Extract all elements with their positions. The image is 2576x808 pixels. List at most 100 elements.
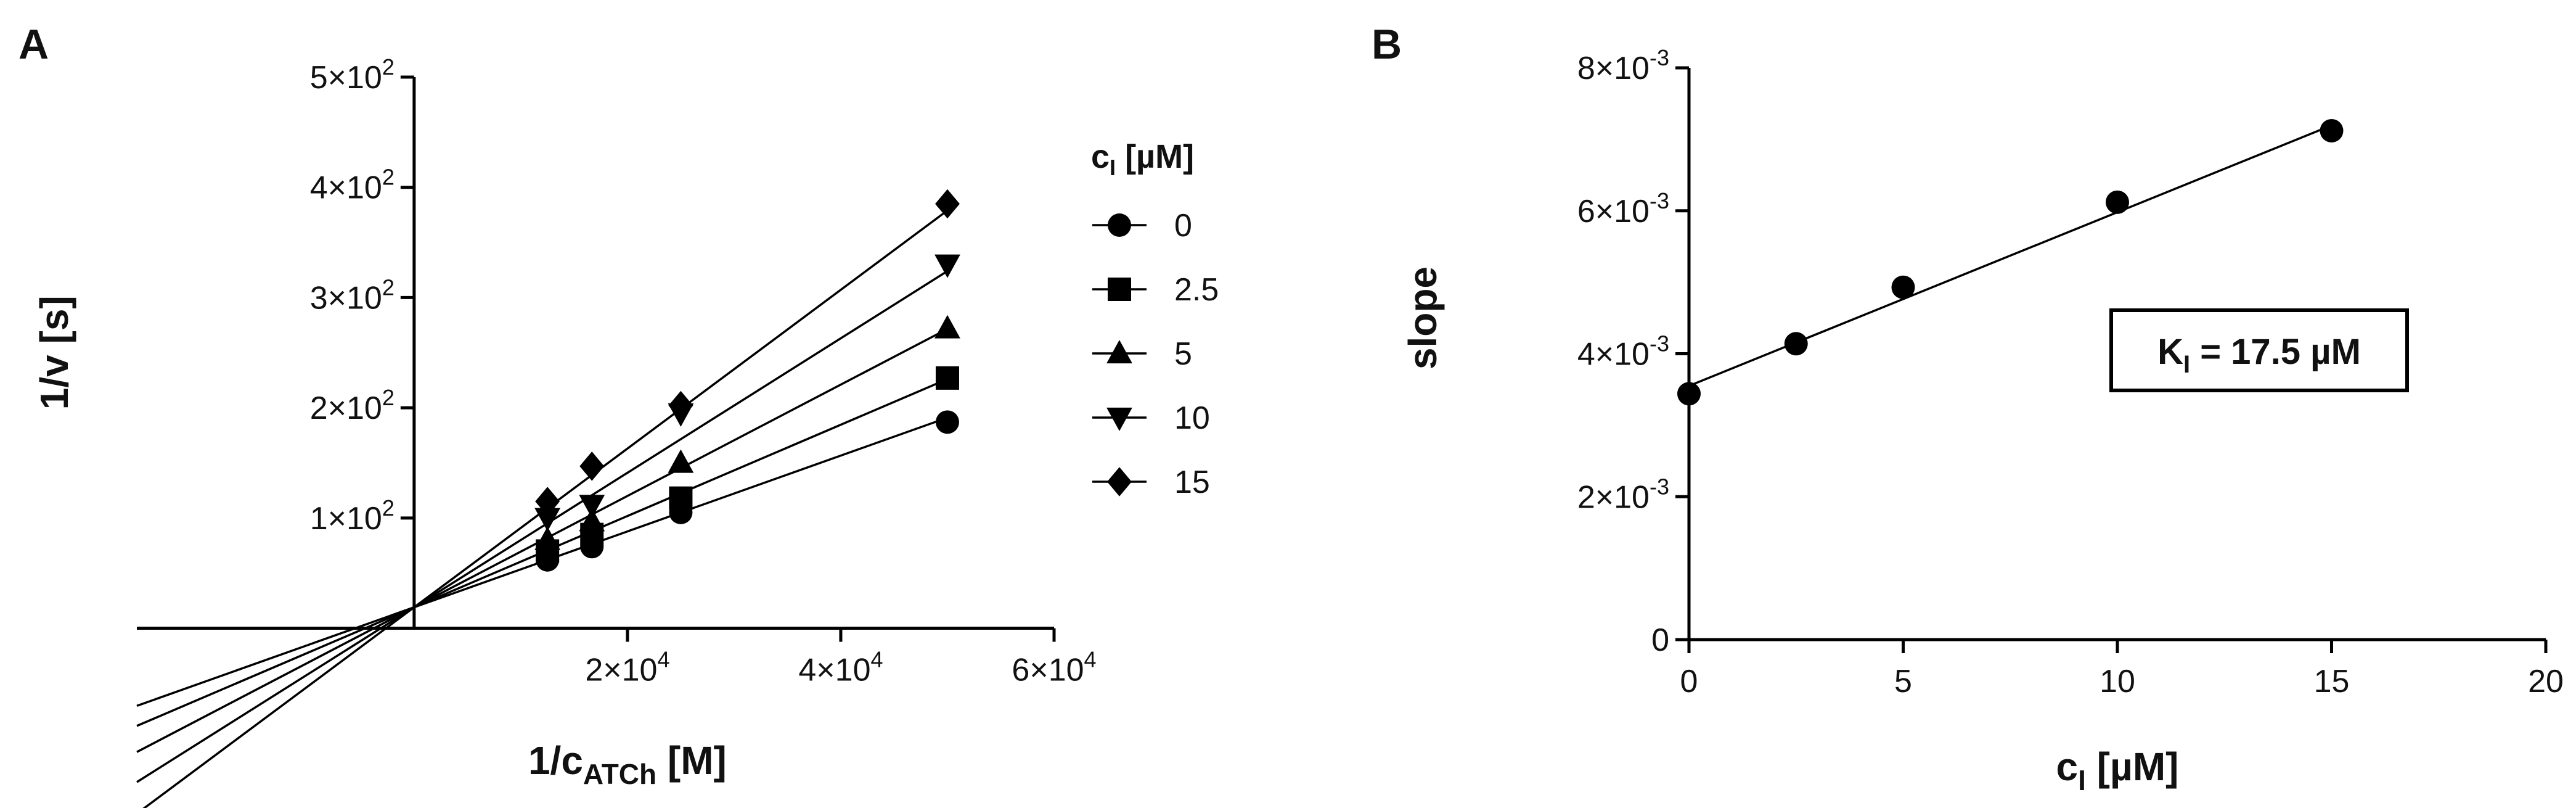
a-fit-line-3 [136, 270, 948, 783]
b-y-tick-label-4: 8×10-3 [1577, 45, 1669, 86]
a-data-points [534, 189, 960, 572]
b-data-points [1677, 118, 2344, 406]
a-legend-marker-3 [1106, 407, 1132, 431]
a-point-s1-2 [669, 486, 693, 510]
a-legend-marker-4 [1107, 467, 1132, 497]
a-y-tick-label-4-mantissa: 5×10 [310, 60, 382, 96]
a-x-tick-label-0-exponent: 4 [657, 647, 669, 672]
a-legend-title-unit: [µM] [1116, 138, 1194, 175]
b-x-tick-label-4: 20 [2528, 664, 2564, 699]
a-y-tick-label-3-mantissa: 4×10 [310, 170, 382, 206]
a-x-axis-title-unit: [M] [656, 738, 727, 783]
a-x-tick-label-1-exponent: 4 [871, 647, 883, 672]
b-x-tick-label-0: 0 [1680, 664, 1698, 699]
b-y-tick-label-1-mantissa: 2×10 [1577, 479, 1650, 515]
a-legend-title-main: c [1091, 138, 1110, 175]
a-point-s4-1 [579, 451, 605, 481]
a-y-tick-label-2-mantissa: 3×10 [310, 280, 382, 316]
b-y-tick-label-2-exponent: -3 [1650, 331, 1669, 357]
b-x-tick-label-2: 10 [2100, 664, 2135, 699]
b-ki-label: K [2157, 332, 2183, 372]
a-y-tick-label-0: 1×102 [310, 495, 395, 537]
b-y-tick-label-0-mantissa: 0 [1651, 622, 1669, 658]
b-ki-text: KI = 17.5 µM [2157, 332, 2361, 378]
b-x-axis-title-sub: I [2078, 764, 2086, 796]
b-ki-sub: I [2183, 351, 2190, 378]
a-x-axis-title-sub: ATCh [583, 758, 656, 790]
a-y-tick-label-1-mantissa: 2×10 [310, 390, 382, 426]
a-y-tick-label-1: 2×102 [310, 385, 395, 426]
a-legend: cI [µM] 0 2.5 5 10 15 [1091, 138, 1219, 500]
a-legend-title: cI [µM] [1091, 138, 1194, 180]
a-y-tick-label-0-exponent: 2 [382, 495, 395, 521]
a-legend-marker-0 [1108, 213, 1131, 237]
a-x-axis-title-main: 1/c [528, 738, 583, 783]
b-point-2 [1891, 275, 1915, 299]
b-ki-annotation: KI = 17.5 µM [2109, 308, 2409, 392]
b-point-4 [2320, 118, 2344, 142]
a-y-axis-title: 1/v [s] [32, 295, 76, 410]
b-x-axis-title: cI [µM] [2056, 744, 2179, 796]
a-y-tick-label-4: 5×102 [310, 54, 395, 96]
b-y-tick-label-0: 0 [1651, 622, 1669, 658]
a-point-s2-1 [579, 508, 605, 532]
a-y-tick-label-1-exponent: 2 [382, 385, 395, 410]
b-y-tick-label-4-exponent: -3 [1650, 45, 1669, 70]
b-y-tick-label-2-mantissa: 4×10 [1577, 337, 1650, 373]
a-point-s4-0 [535, 487, 560, 516]
b-axes: 02×10-34×10-36×10-38×10-30 5 10 15 20 [1577, 45, 2564, 699]
a-x-tick-label-0-mantissa: 2×10 [585, 653, 657, 688]
a-point-s4-3 [935, 189, 960, 219]
panel-letter-a: A [18, 21, 49, 68]
b-y-tick-label-4-mantissa: 8×10 [1577, 51, 1650, 86]
b-x-axis-title-unit: [µM] [2086, 744, 2179, 789]
a-x-tick-label-1: 4×104 [798, 647, 883, 688]
b-y-tick-label-3: 6×10-3 [1577, 188, 1669, 229]
a-point-s4-2 [668, 390, 693, 421]
a-point-s3-3 [934, 254, 960, 278]
a-point-s1-3 [935, 366, 959, 390]
a-x-axis-title: 1/cATCh [M] [528, 738, 727, 790]
panel-letter-b: B [1372, 21, 1402, 68]
a-legend-label-2: 5 [1174, 336, 1192, 372]
a-legend-marker-1 [1108, 278, 1131, 301]
a-y-tick-label-3-exponent: 2 [382, 165, 395, 190]
b-x-axis-title-main: c [2056, 744, 2079, 789]
panel-b: B 02×10-34×10-36×10-38×10-30 5 10 15 20 slop… [1372, 21, 2564, 796]
a-x-tick-label-1-mantissa: 4×10 [798, 653, 870, 688]
b-ki-box [2109, 308, 2409, 392]
b-point-1 [1784, 332, 1808, 356]
b-y-tick-label-1: 2×10-3 [1577, 474, 1669, 515]
a-legend-label-4: 15 [1174, 464, 1210, 500]
b-x-tick-label-1: 5 [1894, 664, 1912, 699]
b-point-0 [1677, 382, 1701, 406]
a-x-tick-label-2: 6×104 [1012, 647, 1096, 688]
a-point-s0-3 [935, 410, 959, 434]
a-point-s2-3 [934, 315, 960, 339]
b-y-tick-label-2: 4×10-3 [1577, 331, 1669, 373]
b-point-3 [2106, 190, 2129, 214]
b-x-tick-label-3: 15 [2314, 664, 2350, 699]
a-legend-label-1: 2.5 [1174, 272, 1219, 308]
a-legend-label-0: 0 [1174, 208, 1192, 244]
a-point-s2-0 [534, 526, 561, 550]
a-legend-title-sub: I [1110, 155, 1116, 180]
a-y-tick-label-4-exponent: 2 [382, 54, 395, 80]
a-x-tick-label-2-exponent: 4 [1084, 647, 1097, 672]
b-y-tick-label-3-exponent: -3 [1650, 188, 1669, 213]
a-y-tick-label-0-mantissa: 1×10 [310, 501, 382, 537]
b-ki-value: = 17.5 µM [2190, 332, 2361, 372]
b-y-axis-title: slope [1400, 266, 1445, 369]
a-y-tick-label-2: 3×102 [310, 274, 395, 316]
b-y-tick-label-1-exponent: -3 [1650, 474, 1669, 499]
a-y-tick-label-2-exponent: 2 [382, 274, 395, 300]
b-y-tick-label-3-mantissa: 6×10 [1577, 194, 1650, 229]
a-legend-marker-2 [1106, 340, 1132, 364]
a-point-s2-2 [668, 449, 694, 473]
a-point-s3-0 [534, 508, 561, 532]
a-point-s3-1 [579, 495, 605, 519]
a-x-tick-label-2-mantissa: 6×10 [1012, 653, 1084, 688]
a-y-tick-label-3: 4×102 [310, 165, 395, 206]
